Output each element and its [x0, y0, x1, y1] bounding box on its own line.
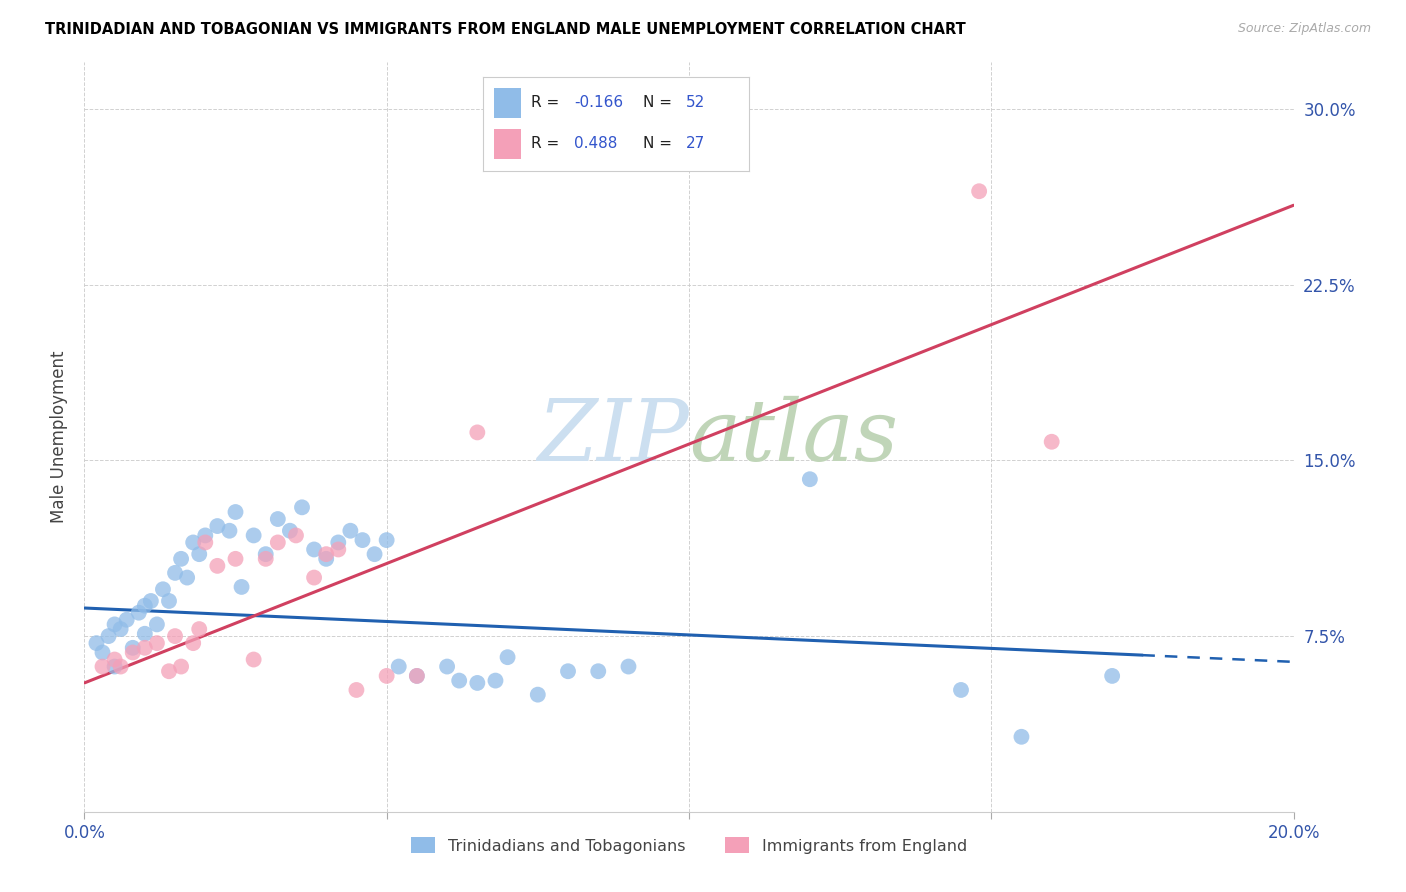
Point	[799, 472, 821, 486]
Point	[134, 640, 156, 655]
Point	[375, 669, 398, 683]
Point	[170, 659, 193, 673]
Point	[86, 636, 108, 650]
Point	[315, 551, 337, 566]
Point	[328, 535, 350, 549]
Point	[91, 646, 114, 660]
Point	[170, 551, 193, 566]
Legend: Trinidadians and Tobagonians, Immigrants from England: Trinidadians and Tobagonians, Immigrants…	[405, 830, 973, 860]
Point	[207, 558, 229, 573]
Point	[254, 547, 277, 561]
Point	[165, 629, 187, 643]
Point	[254, 551, 277, 566]
Point	[165, 566, 187, 580]
Point	[115, 613, 138, 627]
Point	[218, 524, 240, 538]
Point	[181, 636, 204, 650]
Point	[176, 571, 198, 585]
Point	[339, 524, 361, 538]
Point	[363, 547, 385, 561]
Y-axis label: Male Unemployment: Male Unemployment	[49, 351, 67, 524]
Point	[352, 533, 374, 547]
Point	[121, 640, 143, 655]
Point	[110, 659, 132, 673]
Point	[588, 664, 610, 679]
Point	[1040, 434, 1063, 449]
Point	[328, 542, 350, 557]
Point	[231, 580, 253, 594]
Point	[104, 617, 127, 632]
Point	[139, 594, 162, 608]
Point	[188, 547, 211, 561]
Point	[242, 652, 264, 666]
Point	[950, 683, 973, 698]
Text: ZIP: ZIP	[537, 396, 689, 478]
Point	[967, 184, 990, 198]
Point	[267, 512, 290, 526]
Point	[278, 524, 301, 538]
Point	[194, 528, 217, 542]
Point	[1011, 730, 1033, 744]
Point	[152, 582, 174, 597]
Point	[484, 673, 506, 688]
Point	[134, 599, 156, 613]
Point	[146, 617, 169, 632]
Point	[449, 673, 471, 688]
Point	[375, 533, 398, 547]
Point	[467, 676, 489, 690]
Point	[388, 659, 411, 673]
Point	[285, 528, 308, 542]
Point	[157, 664, 180, 679]
Point	[617, 659, 640, 673]
Point	[128, 606, 150, 620]
Point	[121, 646, 143, 660]
Point	[436, 659, 458, 673]
Point	[157, 594, 180, 608]
Point	[97, 629, 120, 643]
Point	[496, 650, 519, 665]
Point	[194, 535, 217, 549]
Text: Source: ZipAtlas.com: Source: ZipAtlas.com	[1237, 22, 1371, 36]
Point	[104, 659, 127, 673]
Point	[242, 528, 264, 542]
Point	[557, 664, 579, 679]
Point	[104, 652, 127, 666]
Point	[188, 622, 211, 636]
Text: atlas: atlas	[689, 396, 898, 478]
Point	[527, 688, 550, 702]
Point	[134, 626, 156, 640]
Point	[181, 535, 204, 549]
Point	[91, 659, 114, 673]
Point	[225, 505, 247, 519]
Point	[291, 500, 314, 515]
Point	[467, 425, 489, 440]
Point	[346, 683, 368, 698]
Point	[302, 542, 325, 557]
Point	[1101, 669, 1123, 683]
Point	[146, 636, 169, 650]
Point	[315, 547, 337, 561]
Point	[110, 622, 132, 636]
Point	[406, 669, 429, 683]
Text: TRINIDADIAN AND TOBAGONIAN VS IMMIGRANTS FROM ENGLAND MALE UNEMPLOYMENT CORRELAT: TRINIDADIAN AND TOBAGONIAN VS IMMIGRANTS…	[45, 22, 966, 37]
Point	[207, 519, 229, 533]
Point	[302, 571, 325, 585]
Point	[225, 551, 247, 566]
Point	[406, 669, 429, 683]
Point	[267, 535, 290, 549]
